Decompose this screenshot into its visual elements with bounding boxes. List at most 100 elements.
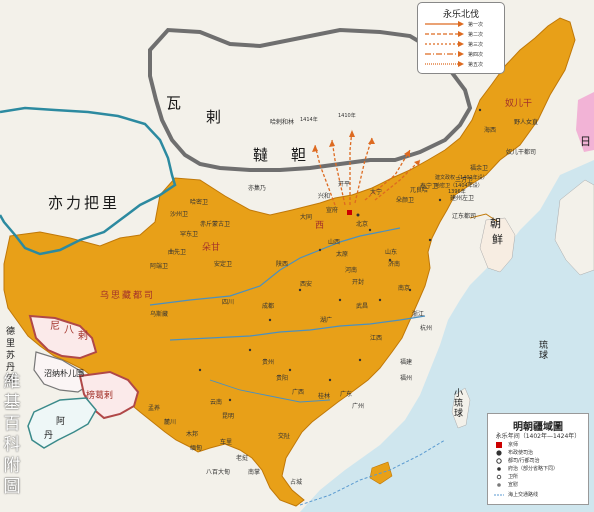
campaign-legend-item: 第三次 <box>424 40 502 49</box>
place-label: 阿端卫 <box>150 263 169 270</box>
arrow-icon <box>425 21 464 27</box>
korea-label-2: 鲜 <box>492 233 503 246</box>
campaign-legend-label: 第一次 <box>468 22 484 28</box>
ming-west-label: 西 <box>315 221 325 231</box>
legend-label: 都司/行都司治 <box>508 458 540 464</box>
place-label: 南掌 <box>248 469 261 476</box>
yilibali-boundary <box>0 106 177 256</box>
lesser-ryukyu-label-2: 琉 <box>454 399 464 409</box>
wala-label-1: 瓦 <box>166 94 182 112</box>
wusizang-label: 乌思藏都司 <box>100 291 156 301</box>
campaign-legend-item: 第一次 <box>424 20 502 29</box>
place-label: 南京 <box>398 285 411 292</box>
legend-label: 府治（部分省略下同） <box>508 466 559 472</box>
place-label: 西安 <box>300 281 313 288</box>
campaign-legend-label: 第二次 <box>468 32 484 38</box>
legend-label: 海上交通路线 <box>508 492 539 498</box>
watermark-char: 附 <box>3 456 21 476</box>
delhi-label-1: 德 <box>6 327 16 337</box>
legend-item: 都司/行都司治 <box>494 457 586 465</box>
arrow-icon <box>425 31 464 37</box>
place-label: 太原 <box>336 251 349 258</box>
bangala-label: 榜葛剌 <box>86 391 114 401</box>
place-label: 老挝 <box>236 455 249 462</box>
place-label: 大同 <box>300 214 313 221</box>
ming-territory <box>3 17 576 507</box>
delhi-label-3: 苏 <box>6 351 16 361</box>
place-label: 朵颜卫 <box>396 197 415 204</box>
nipala-label-2: 八 <box>64 325 74 336</box>
arrow-icon <box>425 41 464 47</box>
nipala-label-1: 尼 <box>50 321 60 332</box>
dusi-dot-icon <box>496 450 502 456</box>
watermark-char: 圖 <box>3 477 21 497</box>
watermark-char: 百 <box>3 414 21 434</box>
place-label: 车里 <box>220 439 233 446</box>
burma-side-label-2: 丹 <box>44 431 54 441</box>
legend-subtitle: 永乐年间（1402年—1424年） <box>495 433 581 440</box>
campaign-legend-label: 第四次 <box>468 52 484 58</box>
watermark-char: 基 <box>3 393 21 413</box>
place-label: 乌斯藏 <box>150 311 169 318</box>
legend-title: 明朝疆域圖 <box>513 422 563 433</box>
place-label: 成都 <box>262 303 275 310</box>
province-dot-icon <box>496 458 502 464</box>
place-label: 桂林 <box>318 393 331 400</box>
place-label: 建文政权（1402年设） <box>435 175 488 181</box>
place-label: 福州 <box>400 375 413 382</box>
place-label: 三万卫 <box>455 177 474 184</box>
place-label: 开平 <box>338 181 351 188</box>
arrow-icon <box>425 51 464 57</box>
nipala-label-3: 剌 <box>78 331 88 342</box>
nubaer-label: 奴儿干 <box>505 99 533 109</box>
legend-item: 海上交通路线 <box>494 491 586 499</box>
place-label: 贵阳 <box>276 375 289 382</box>
burma-side-label-1: 阿 <box>56 417 66 427</box>
ryukyu-label-1: 琉 <box>539 341 549 351</box>
tusi-dot-icon <box>497 483 501 487</box>
garrison-dot-icon <box>496 474 502 480</box>
place-label: 奴儿干都司 <box>506 149 537 156</box>
place-label: 野人女直 <box>514 119 539 126</box>
tatar-label-1: 韃 <box>253 146 269 164</box>
place-label: 北京 <box>356 221 369 228</box>
jaunpur-label: 沼纳朴儿国 <box>44 369 84 378</box>
place-label: 哈密卫 <box>190 199 209 206</box>
arrow-icon <box>425 61 464 67</box>
legend-item: 京师 <box>494 441 586 449</box>
place-label: 福建 <box>400 359 413 366</box>
place-label: 辽东都司 <box>452 213 477 220</box>
capital-square-icon <box>496 442 502 448</box>
ryukyu-label-2: 球 <box>539 351 549 361</box>
wikipedia-watermark: 維 基 百 科 附 圖 <box>2 372 22 498</box>
legend-label: 布政使司治 <box>508 450 534 456</box>
campaign-legend-item: 第四次 <box>424 50 502 59</box>
place-label: 海西 <box>484 127 497 134</box>
place-label: 山西 <box>328 239 341 246</box>
place-label: 木邦 <box>186 431 199 438</box>
place-label: 宣府 <box>326 207 339 214</box>
place-label: 陕西 <box>276 261 289 268</box>
place-label: 济南 <box>388 261 401 268</box>
place-label: 泰宁卫 <box>420 183 439 190</box>
watermark-char: 維 <box>3 372 21 392</box>
yilibali-label: 亦力把里 <box>48 194 121 212</box>
place-label: 四川 <box>222 299 235 306</box>
japan-label: 日 <box>580 135 591 148</box>
campaign-legend-title: 永乐北伐 <box>442 10 479 20</box>
place-label: 河南 <box>345 267 358 274</box>
legend-item: 布政使司治 <box>494 449 586 457</box>
place-label: 开封 <box>352 279 365 286</box>
legend-item: 卫所 <box>494 473 586 481</box>
duogan-label: 朵甘 <box>202 243 221 253</box>
place-label: 1396年 <box>448 189 466 195</box>
lesser-ryukyu-label-1: 小 <box>454 389 464 399</box>
place-label: 哈密卫（1404年设） <box>435 183 483 189</box>
place-label: 山东 <box>385 249 398 256</box>
place-label: 安定卫 <box>214 261 233 268</box>
place-label: 贵州 <box>262 359 275 366</box>
place-label: 罕东卫 <box>180 231 199 238</box>
place-label: 哈剌和林 <box>270 119 295 126</box>
